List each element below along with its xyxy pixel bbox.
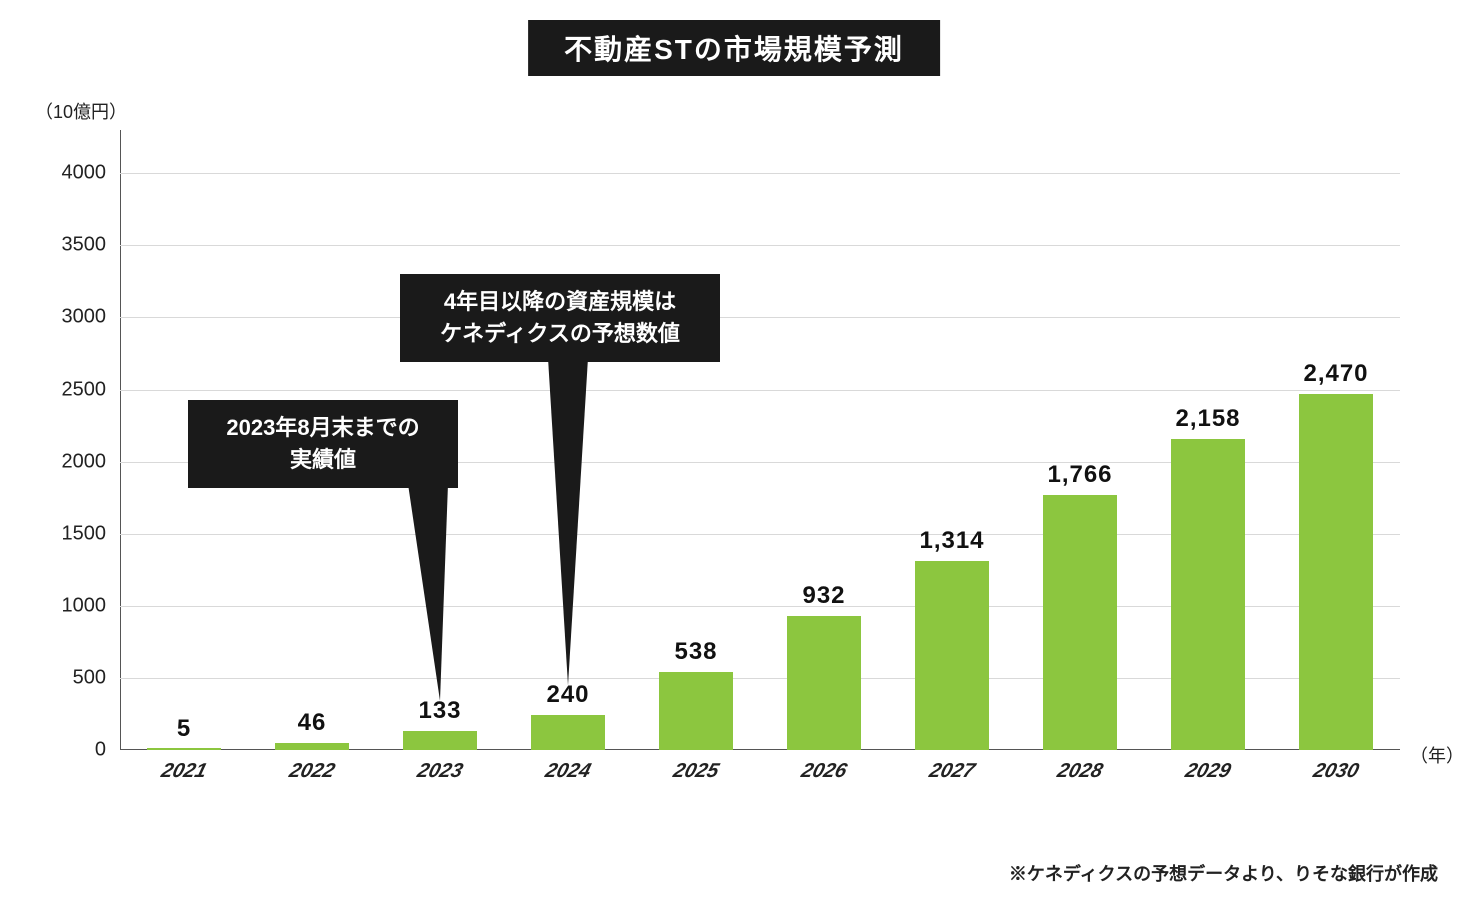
bar <box>275 743 349 750</box>
callout-forecast: 4年目以降の資産規模はケネディクスの予想数値 <box>400 274 720 362</box>
bar-value-label: 5 <box>177 715 191 743</box>
callout-actual: 2023年8月末までの実績値 <box>188 400 458 488</box>
bar-value-label: 2,158 <box>1175 405 1240 433</box>
gridline <box>120 173 1400 174</box>
bar <box>915 561 989 750</box>
y-tick-label: 2500 <box>62 378 121 401</box>
bar <box>1299 394 1373 750</box>
bar-value-label: 1,314 <box>919 527 984 555</box>
bar <box>403 731 477 750</box>
x-tick-label: 2028 <box>1055 760 1106 783</box>
bar <box>659 672 733 750</box>
y-tick-label: 1500 <box>62 522 121 545</box>
y-tick-label: 1000 <box>62 594 121 617</box>
bar <box>147 748 221 750</box>
bar-value-label: 240 <box>546 681 589 709</box>
x-tick-label: 2030 <box>1311 760 1362 783</box>
footnote: ※ケネディクスの予想データより、りそな銀行が作成 <box>1009 860 1438 886</box>
y-tick-label: 3000 <box>62 306 121 329</box>
gridline <box>120 317 1400 318</box>
x-tick-label: 2022 <box>287 760 338 783</box>
y-tick-label: 3500 <box>62 234 121 257</box>
bar <box>1171 439 1245 750</box>
x-tick-label: 2024 <box>543 760 594 783</box>
y-axis-line <box>120 130 121 750</box>
x-tick-label: 2029 <box>1183 760 1234 783</box>
chart-title: 不動産STの市場規模予測 <box>564 34 904 65</box>
bar-value-label: 133 <box>418 697 461 725</box>
bar-value-label: 2,470 <box>1303 360 1368 388</box>
x-tick-label: 2025 <box>671 760 722 783</box>
chart-container: 不動産STの市場規模予測 （10億円） 0 500 1000 1500 2000 2500… <box>0 0 1468 900</box>
bar <box>531 715 605 750</box>
chart-title-box: 不動産STの市場規模予測 <box>528 20 940 76</box>
y-tick-label: 4000 <box>62 162 121 185</box>
gridline <box>120 245 1400 246</box>
x-axis-unit: （年） <box>1410 742 1464 768</box>
callout-tail <box>408 484 448 701</box>
x-tick-label: 2021 <box>159 760 210 783</box>
x-tick-label: 2023 <box>415 760 466 783</box>
bar <box>1043 495 1117 750</box>
y-tick-label: 0 <box>95 739 120 762</box>
bar-value-label: 932 <box>802 582 845 610</box>
x-tick-label: 2026 <box>799 760 850 783</box>
gridline <box>120 390 1400 391</box>
y-tick-label: 2000 <box>62 450 121 473</box>
bar-value-label: 46 <box>298 709 327 737</box>
bar-value-label: 1,766 <box>1047 461 1112 489</box>
bar <box>787 616 861 750</box>
y-tick-label: 500 <box>73 666 120 689</box>
y-axis-unit: （10億円） <box>35 98 127 124</box>
x-tick-label: 2027 <box>927 760 978 783</box>
callout-tail <box>548 358 588 685</box>
bar-value-label: 538 <box>674 638 717 666</box>
